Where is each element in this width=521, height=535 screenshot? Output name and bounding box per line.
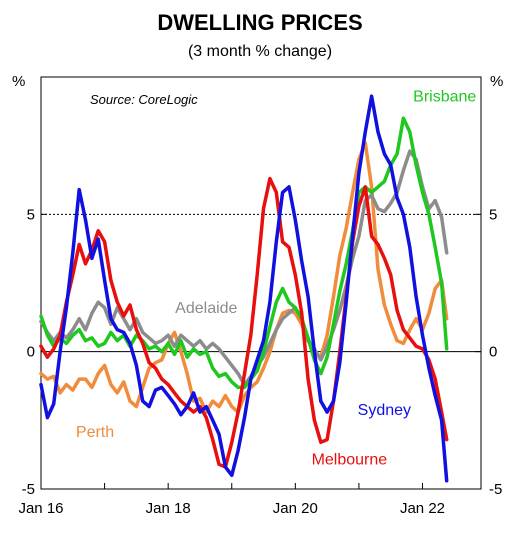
x-tick-label: Jan 18 xyxy=(146,500,191,517)
series-line-sydney xyxy=(39,94,449,483)
series-label-melbourne: Melbourne xyxy=(312,451,388,468)
y-tick-left-label: 0 xyxy=(27,344,35,361)
x-tick-label: Jan 22 xyxy=(400,500,445,517)
y-tick-right-label: -5 xyxy=(489,481,502,498)
x-tick-label: Jan 16 xyxy=(18,500,63,517)
y-tick-left-label: 5 xyxy=(27,206,35,223)
series-line-melbourne xyxy=(39,176,449,469)
source-note: Source: CoreLogic xyxy=(90,92,198,107)
y-tick-left-label: -5 xyxy=(22,481,35,498)
y-tick-right-label: 5 xyxy=(489,206,497,223)
x-tick-label: Jan 20 xyxy=(273,500,318,517)
series-label-sydney: Sydney xyxy=(358,402,411,419)
series-label-brisbane: Brisbane xyxy=(413,89,476,106)
series-label-adelaide: Adelaide xyxy=(175,300,237,317)
series-line-perth xyxy=(39,141,449,414)
y-tick-right-label: 0 xyxy=(489,344,497,361)
series-line-brisbane xyxy=(39,116,449,390)
y-axis-right-unit: % xyxy=(490,73,503,90)
plot-frame xyxy=(40,76,482,490)
chart-subtitle: (3 month % change) xyxy=(188,43,332,60)
chart-title: DWELLING PRICES xyxy=(157,10,362,35)
y-axis-left-unit: % xyxy=(12,73,25,90)
series-label-perth: Perth xyxy=(76,424,114,441)
